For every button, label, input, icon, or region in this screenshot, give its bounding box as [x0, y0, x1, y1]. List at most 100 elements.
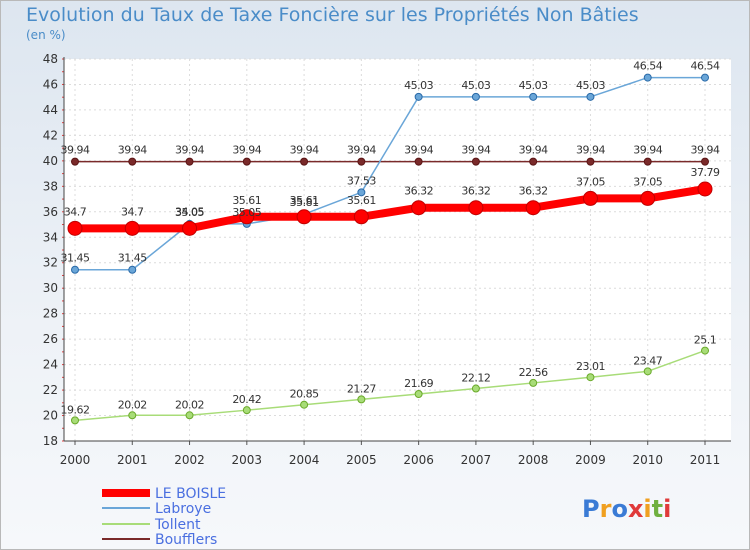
data-label: 39.94	[691, 144, 720, 157]
data-label: 37.53	[347, 174, 376, 187]
data-label: 39.94	[175, 144, 204, 157]
y-tick-label: 44	[43, 103, 58, 117]
y-tick-label: 36	[43, 205, 58, 219]
data-point	[701, 157, 709, 166]
data-label: 31.45	[118, 252, 147, 265]
data-label: 37.79	[691, 166, 720, 179]
y-tick-label: 38	[43, 179, 58, 193]
data-label: 39.94	[576, 144, 605, 157]
x-tick-label: 2010	[632, 453, 663, 467]
data-label: 35.05	[232, 206, 261, 219]
y-axis-unit: (en %)	[26, 28, 66, 42]
data-point	[529, 157, 538, 166]
data-label: 39.94	[118, 144, 147, 157]
data-label: 20.85	[290, 388, 319, 401]
data-label: 21.27	[347, 382, 376, 395]
data-point	[586, 157, 595, 166]
data-point	[525, 200, 541, 216]
data-label: 45.03	[404, 79, 433, 92]
x-tick-label: 2008	[518, 453, 549, 467]
data-label: 45.03	[576, 79, 605, 92]
data-label: 22.12	[461, 372, 490, 385]
data-label: 35.61	[290, 194, 319, 207]
x-tick-label: 2009	[575, 453, 606, 467]
data-label: 39.94	[61, 144, 90, 157]
y-tick-label: 22	[43, 383, 58, 397]
data-point	[182, 220, 198, 236]
data-label: 23.01	[576, 360, 605, 373]
data-label: 35.05	[175, 206, 204, 219]
y-tick-label: 48	[43, 52, 58, 66]
data-label: 23.47	[633, 354, 662, 367]
data-point	[239, 209, 255, 225]
y-tick-label: 46	[43, 77, 58, 91]
y-tick-label: 26	[43, 332, 58, 346]
data-point	[586, 92, 595, 101]
data-label: 35.61	[232, 194, 261, 207]
y-tick-label: 24	[43, 358, 58, 372]
data-point	[701, 73, 709, 82]
data-label: 36.32	[519, 185, 548, 198]
y-tick-label: 40	[43, 154, 58, 168]
data-label: 39.94	[404, 144, 433, 157]
legend-label: LE BOISLE	[155, 486, 226, 502]
data-point	[582, 190, 598, 206]
y-tick-label: 34	[43, 230, 58, 244]
data-point	[701, 346, 709, 355]
data-label: 34.05	[175, 205, 204, 218]
y-tick-label: 30	[43, 281, 58, 295]
data-label: 39.94	[461, 144, 490, 157]
data-label: 20.02	[175, 398, 204, 411]
data-point	[643, 73, 652, 82]
data-point	[124, 220, 140, 236]
data-label: 46.54	[691, 60, 720, 73]
data-point	[67, 220, 83, 236]
data-point	[411, 200, 427, 216]
data-point	[128, 157, 137, 166]
data-point	[128, 411, 137, 420]
data-label: 21.69	[404, 377, 433, 390]
data-point	[471, 92, 480, 101]
data-label: 31.45	[61, 252, 90, 265]
y-tick-label: 42	[43, 128, 58, 142]
data-label: 45.03	[519, 79, 548, 92]
x-tick-label: 2001	[117, 453, 148, 467]
data-label: 37.05	[576, 175, 605, 188]
series-line-le-boisle	[71, 185, 709, 233]
data-point	[185, 157, 194, 166]
x-tick-label: 2003	[232, 453, 263, 467]
data-point	[242, 157, 251, 166]
chart-title: Evolution du Taux de Taxe Foncière sur l…	[26, 4, 639, 26]
data-label: 36.32	[461, 185, 490, 198]
data-point	[414, 157, 423, 166]
data-point	[300, 400, 309, 409]
data-point	[643, 367, 652, 376]
data-label: 37.05	[633, 175, 662, 188]
data-point	[128, 265, 137, 274]
data-point	[357, 157, 366, 166]
legend-label: Labroye	[155, 501, 211, 517]
y-tick-label: 32	[43, 256, 58, 270]
data-label: 39.94	[232, 144, 261, 157]
data-point	[468, 200, 484, 216]
y-tick-label: 20	[43, 409, 58, 423]
x-tick-label: 2011	[690, 453, 721, 467]
x-tick-label: 2007	[461, 453, 492, 467]
data-point	[697, 181, 713, 197]
data-point	[586, 373, 595, 382]
data-point	[640, 190, 656, 206]
data-point	[353, 209, 369, 225]
data-label: 35.81	[290, 196, 319, 209]
data-point	[185, 411, 194, 420]
plot-area	[64, 59, 731, 441]
logo: Proxiti	[582, 495, 671, 523]
data-label: 39.94	[290, 144, 319, 157]
data-point	[300, 157, 309, 166]
data-point	[242, 406, 251, 415]
data-label: 20.02	[118, 398, 147, 411]
data-point	[296, 209, 312, 225]
y-tick-label: 28	[43, 307, 58, 321]
x-tick-label: 2004	[289, 453, 320, 467]
series-line-tollent	[74, 349, 706, 422]
